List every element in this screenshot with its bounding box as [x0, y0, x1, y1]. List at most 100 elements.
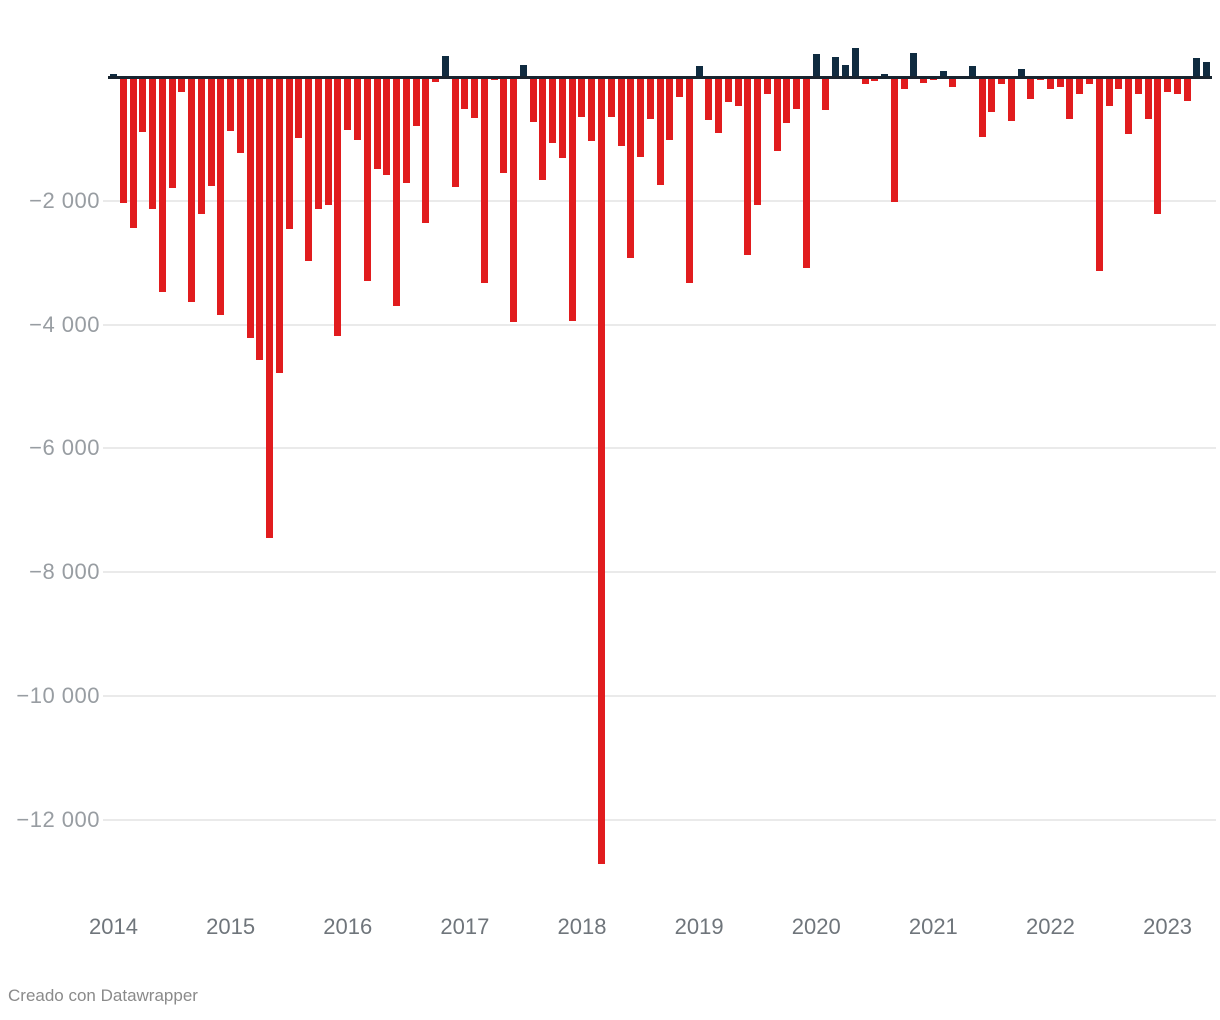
bar-2018-10[interactable]: [666, 77, 674, 140]
bar-2023-01[interactable]: [1164, 77, 1172, 92]
bar-2015-04[interactable]: [256, 77, 264, 360]
bar-2018-02[interactable]: [588, 77, 596, 141]
bar-2016-02[interactable]: [354, 77, 361, 140]
bar-2019-02[interactable]: [705, 77, 713, 121]
bar-2017-05[interactable]: [500, 77, 508, 173]
bar-2022-08[interactable]: [1115, 77, 1123, 89]
bar-2017-01[interactable]: [461, 77, 469, 110]
bar-2016-03[interactable]: [363, 77, 371, 282]
bar-2015-09[interactable]: [305, 77, 313, 262]
bar-2021-12[interactable]: [1037, 77, 1045, 81]
bar-2015-06[interactable]: [275, 77, 283, 373]
bar-2022-01[interactable]: [1046, 77, 1054, 89]
bar-2018-08[interactable]: [646, 77, 654, 120]
bar-2018-06[interactable]: [627, 77, 635, 258]
bar-2017-02[interactable]: [471, 77, 479, 119]
bar-2014-03[interactable]: [129, 77, 137, 229]
bar-2014-08[interactable]: [178, 77, 186, 93]
bar-2021-01[interactable]: [929, 77, 937, 81]
bar-2019-04[interactable]: [724, 77, 732, 102]
bar-2022-12[interactable]: [1154, 77, 1162, 214]
bar-2014-05[interactable]: [149, 77, 157, 209]
bar-2019-12[interactable]: [802, 77, 810, 268]
bar-2022-04[interactable]: [1076, 77, 1084, 94]
bar-2021-08[interactable]: [998, 77, 1006, 85]
bar-2017-11[interactable]: [558, 77, 566, 159]
bar-2021-11[interactable]: [1027, 77, 1035, 100]
bar-2020-02[interactable]: [822, 77, 830, 111]
bar-2014-10[interactable]: [197, 77, 205, 214]
bar-2022-03[interactable]: [1066, 77, 1074, 120]
bar-2016-09[interactable]: [422, 77, 430, 224]
bar-2022-05[interactable]: [1086, 77, 1093, 84]
bar-2014-02[interactable]: [119, 77, 127, 203]
bar-2016-08[interactable]: [412, 77, 420, 126]
bar-2018-07[interactable]: [637, 77, 645, 158]
bar-2017-10[interactable]: [549, 77, 557, 143]
bar-2016-06[interactable]: [393, 77, 401, 307]
datawrapper-credit-link[interactable]: Creado con Datawrapper: [8, 986, 198, 1005]
bar-2018-12[interactable]: [685, 77, 693, 284]
bar-2021-03[interactable]: [949, 77, 957, 87]
bar-2016-04[interactable]: [373, 77, 381, 169]
bar-2019-01[interactable]: [695, 66, 703, 79]
bar-2022-06[interactable]: [1095, 77, 1103, 272]
bar-2018-11[interactable]: [676, 77, 684, 98]
bar-2016-01[interactable]: [344, 77, 352, 131]
bar-2020-12[interactable]: [920, 77, 928, 83]
bar-2023-05[interactable]: [1203, 62, 1211, 79]
bar-2021-07[interactable]: [988, 77, 996, 113]
bar-2022-10[interactable]: [1134, 77, 1142, 95]
bar-2015-12[interactable]: [334, 77, 342, 336]
bar-2020-05[interactable]: [851, 47, 859, 79]
bar-2022-07[interactable]: [1105, 77, 1113, 107]
bar-2020-06[interactable]: [861, 77, 869, 84]
bar-2021-06[interactable]: [978, 77, 986, 138]
bar-2018-01[interactable]: [578, 77, 586, 117]
bar-2020-04[interactable]: [842, 64, 849, 79]
bar-2020-03[interactable]: [832, 57, 840, 79]
bar-2015-11[interactable]: [324, 77, 332, 205]
bar-2015-10[interactable]: [314, 77, 322, 210]
bar-2019-09[interactable]: [773, 77, 781, 152]
bar-2016-12[interactable]: [451, 77, 459, 188]
bar-2014-12[interactable]: [217, 77, 225, 316]
bar-2014-04[interactable]: [139, 77, 147, 133]
bar-2023-04[interactable]: [1193, 57, 1201, 79]
bar-2023-03[interactable]: [1183, 77, 1191, 102]
bar-2018-05[interactable]: [617, 77, 625, 147]
bar-2015-01[interactable]: [227, 77, 235, 132]
bar-2018-09[interactable]: [656, 77, 664, 185]
bar-2019-06[interactable]: [744, 77, 752, 255]
bar-2017-07[interactable]: [519, 65, 527, 79]
bar-2015-03[interactable]: [246, 77, 254, 339]
bar-2015-05[interactable]: [266, 77, 274, 538]
bar-2019-08[interactable]: [763, 77, 771, 95]
bar-2016-07[interactable]: [402, 77, 410, 184]
bar-2017-12[interactable]: [568, 77, 576, 321]
bar-2016-11[interactable]: [441, 55, 449, 79]
bar-2019-03[interactable]: [715, 77, 723, 133]
bar-2017-03[interactable]: [480, 77, 488, 283]
bar-2021-09[interactable]: [1007, 77, 1015, 121]
bar-2014-09[interactable]: [188, 77, 196, 303]
bar-2015-08[interactable]: [295, 77, 303, 139]
bar-2014-07[interactable]: [168, 77, 176, 188]
bar-2016-10[interactable]: [432, 77, 440, 82]
bar-2017-09[interactable]: [539, 77, 547, 180]
bar-2015-02[interactable]: [236, 77, 244, 153]
bar-2022-11[interactable]: [1144, 77, 1152, 120]
bar-2020-07[interactable]: [871, 77, 879, 82]
bar-2015-07[interactable]: [285, 77, 293, 229]
bar-2022-09[interactable]: [1125, 77, 1133, 134]
bar-2020-01[interactable]: [812, 54, 820, 79]
bar-2021-05[interactable]: [968, 65, 976, 79]
bar-2016-05[interactable]: [383, 77, 391, 176]
bar-2023-02[interactable]: [1173, 77, 1181, 95]
bar-2021-10[interactable]: [1017, 68, 1025, 79]
bar-2020-10[interactable]: [900, 77, 908, 90]
bar-2017-04[interactable]: [490, 77, 498, 81]
bar-2017-06[interactable]: [510, 77, 518, 322]
bar-2021-02[interactable]: [939, 71, 947, 79]
bar-2022-02[interactable]: [1056, 77, 1064, 87]
